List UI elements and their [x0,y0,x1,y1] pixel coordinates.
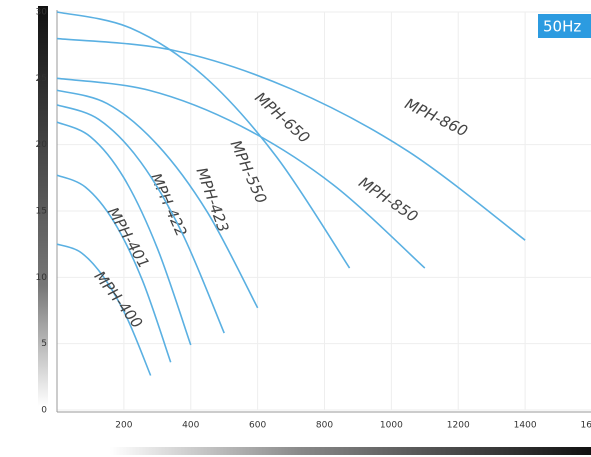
curve [56,174,172,363]
curve [56,104,225,334]
curve-label: MPH-550 [227,137,271,206]
x-tick-label: 1000 [380,421,403,431]
y-tick-label: 20 [36,140,48,150]
curve-label: MPH-850 [355,173,421,226]
curve [56,37,526,241]
curve [56,243,152,376]
curve [56,89,259,309]
curve-label: MPH-650 [251,88,313,146]
curve-label: MPH-423 [193,165,233,234]
x-tick-label: 200 [115,421,132,431]
x-tick-label: 1200 [447,421,470,431]
x-tick-label: 800 [316,421,333,431]
curve [56,11,351,269]
x-tick-label: 1400 [514,421,537,431]
x-axis-bar [110,447,591,455]
x-tick-label: 1600 [581,421,591,431]
y-tick-label: 25 [36,74,47,84]
badge [538,14,591,38]
badge-text: 50Hz [543,18,581,36]
y-tick-label: 30 [36,8,48,18]
curve-label: MPH-401 [104,204,153,271]
y-tick-label: 10 [36,273,48,283]
curve [56,77,426,269]
y-tick-label: 0 [41,406,47,416]
x-tick-label: 400 [182,421,199,431]
y-tick-label: 5 [41,339,47,349]
y-tick-label: 15 [36,207,47,217]
y-axis-bar [38,6,48,406]
x-tick-label: 600 [249,421,266,431]
curve-label: MPH-860 [402,95,470,141]
curve [56,121,192,346]
